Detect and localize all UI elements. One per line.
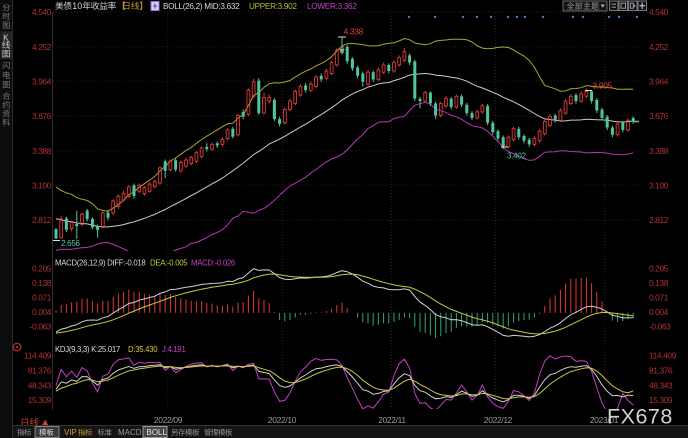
svg-text:0.205: 0.205 <box>649 264 669 274</box>
svg-text:2.812: 2.812 <box>649 215 669 225</box>
svg-text:2.812: 2.812 <box>32 215 52 225</box>
svg-text:0.004: 0.004 <box>649 307 669 317</box>
svg-text:DEA:-0.005: DEA:-0.005 <box>150 259 188 268</box>
svg-text:15.309: 15.309 <box>28 395 52 405</box>
svg-text:4.338: 4.338 <box>344 27 364 37</box>
svg-text:D:35.430: D:35.430 <box>128 345 158 354</box>
svg-text:48.343: 48.343 <box>649 380 673 390</box>
svg-text:3.676: 3.676 <box>649 111 669 121</box>
svg-text:3.100: 3.100 <box>649 181 669 191</box>
svg-text:4.252: 4.252 <box>32 42 52 52</box>
svg-text:4.252: 4.252 <box>649 42 669 52</box>
svg-text:114.409: 114.409 <box>649 350 677 360</box>
svg-text:3.100: 3.100 <box>32 181 52 191</box>
svg-text:3.964: 3.964 <box>649 77 669 87</box>
svg-text:MACD(26,12,9) DIFF:-0.018: MACD(26,12,9) DIFF:-0.018 <box>55 259 145 268</box>
svg-text:MACD: MACD <box>118 428 142 437</box>
svg-text:-0.063: -0.063 <box>30 322 52 332</box>
svg-text:2.656: 2.656 <box>61 239 81 248</box>
svg-text:2022/10: 2022/10 <box>268 415 297 425</box>
svg-text:0.071: 0.071 <box>32 293 52 303</box>
svg-text:K: K <box>3 34 9 43</box>
svg-text:10: 10 <box>72 1 82 11</box>
svg-text:LOWER:3.362: LOWER:3.362 <box>307 2 357 11</box>
svg-text:2022/12: 2022/12 <box>484 415 513 425</box>
svg-text:2023/01: 2023/01 <box>590 415 619 425</box>
svg-text:MACD:-0.026: MACD:-0.026 <box>191 259 235 268</box>
svg-text:3.964: 3.964 <box>32 77 52 87</box>
svg-text:0.071: 0.071 <box>649 293 669 303</box>
svg-text:UPPER:3.902: UPPER:3.902 <box>249 2 297 11</box>
svg-text:0.138: 0.138 <box>649 278 669 288</box>
svg-text:2022/09: 2022/09 <box>154 415 183 425</box>
svg-text:0.205: 0.205 <box>32 264 52 274</box>
svg-text:0.138: 0.138 <box>32 278 52 288</box>
svg-text:3.388: 3.388 <box>649 146 669 156</box>
svg-text:81.376: 81.376 <box>649 365 673 375</box>
svg-text:4.540: 4.540 <box>32 7 52 17</box>
svg-text:3.388: 3.388 <box>32 146 52 156</box>
svg-text:4.540: 4.540 <box>649 7 669 17</box>
svg-text:0.004: 0.004 <box>32 307 52 317</box>
svg-text:3.905: 3.905 <box>593 81 613 91</box>
svg-text:15.309: 15.309 <box>649 395 673 405</box>
svg-text:114.409: 114.409 <box>24 350 52 360</box>
svg-text:J:4.191: J:4.191 <box>162 345 185 354</box>
svg-text:KDJ(9,3,3) K:25.017: KDJ(9,3,3) K:25.017 <box>55 345 120 354</box>
svg-text:BOLL(26,2) MID:3.632: BOLL(26,2) MID:3.632 <box>163 2 240 11</box>
svg-text:48.343: 48.343 <box>28 380 52 390</box>
svg-text:BOLL: BOLL <box>147 428 168 437</box>
svg-text:2022/11: 2022/11 <box>378 415 406 425</box>
svg-text:-0.063: -0.063 <box>649 322 671 332</box>
svg-text:3.402: 3.402 <box>507 152 527 161</box>
svg-text:VIP: VIP <box>64 428 77 437</box>
svg-text:3.676: 3.676 <box>32 111 52 121</box>
svg-text:81.376: 81.376 <box>28 365 52 375</box>
svg-text:FX678: FX678 <box>607 405 673 429</box>
